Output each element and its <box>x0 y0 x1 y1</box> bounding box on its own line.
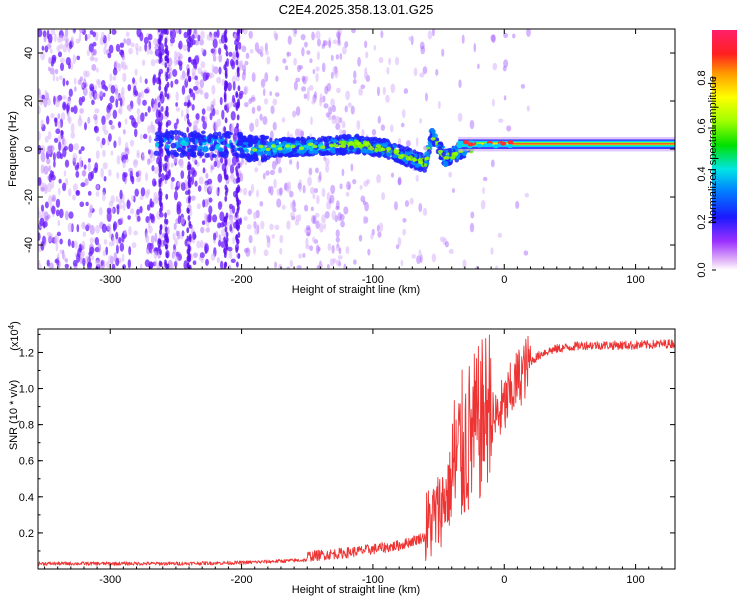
snr-frame <box>37 328 676 570</box>
y-tick-label: 0.6 <box>19 456 34 468</box>
snr-panel: -300 -200 -100 0 100 0.2 0.4 0.6 0.8 1.0 1.2 Heig… <box>7 321 676 596</box>
colorbar-tick-label: 0.6 <box>696 118 708 133</box>
snr-background <box>38 329 675 569</box>
y-tick-label: 20 <box>23 95 35 107</box>
colorbar-label: Normalized spectral amplitude <box>707 76 719 224</box>
colorbar-tick-label: 0.2 <box>696 214 708 229</box>
snr-y-scale-suffix: ) <box>9 321 21 325</box>
spectrogram-y-axis: -40 -20 0 20 40 <box>23 47 675 253</box>
y-tick-label: 1.0 <box>19 384 34 396</box>
y-tick-label: 1.2 <box>19 347 34 359</box>
colorbar-tick-label: 0.0 <box>696 262 708 277</box>
x-tick-label: 0 <box>501 274 507 286</box>
x-tick-label: -200 <box>231 274 253 286</box>
colorbar-gradient <box>712 30 737 270</box>
y-tick-label: -20 <box>23 189 35 205</box>
spectrogram-x-axis: -300 -200 -100 0 100 <box>44 29 676 286</box>
y-tick-label: 0.2 <box>19 528 34 540</box>
snr-y-scale-base: (x10 <box>9 329 21 350</box>
y-tick-label: 0 <box>23 146 35 152</box>
x-tick-label: 0 <box>501 574 507 586</box>
y-tick-label: 40 <box>23 47 35 59</box>
colorbar-ticks: 0.0 0.2 0.4 0.6 0.8 <box>696 70 716 278</box>
chart-title: C2E4.2025.358.13.01.G25 <box>279 2 434 17</box>
snr-y-label: SNR (10 * v/v) <box>8 380 20 450</box>
spectrogram-heatmap <box>38 29 675 269</box>
x-tick-label: 100 <box>626 574 644 586</box>
snr-series-line <box>38 334 675 566</box>
colorbar: 0.0 0.2 0.4 0.6 0.8 Normalized spectral ampl… <box>696 30 737 278</box>
x-tick-label: -300 <box>99 274 121 286</box>
snr-x-label: Height of straight line (km) <box>292 584 420 596</box>
snr-y-scale: (x104) <box>7 321 21 351</box>
x-tick-label: -100 <box>362 574 384 586</box>
y-tick-label: 0.4 <box>19 492 34 504</box>
y-tick-label: 0.8 <box>19 420 34 432</box>
snr-x-axis: -300 -200 -100 0 100 <box>44 329 676 586</box>
x-tick-label: -300 <box>99 574 121 586</box>
x-tick-label: -100 <box>362 274 384 286</box>
y-tick-label: -40 <box>23 237 35 253</box>
x-tick-label: 100 <box>626 274 644 286</box>
spectrogram-x-label: Height of straight line (km) <box>292 284 420 296</box>
colorbar-tick-label: 0.4 <box>696 166 708 181</box>
x-tick-label: -200 <box>231 574 253 586</box>
snr-y-axis: 0.2 0.4 0.6 0.8 1.0 1.2 <box>19 333 675 552</box>
colorbar-tick-label: 0.8 <box>696 70 708 85</box>
spectrogram-y-label: Frequency (Hz) <box>7 111 19 187</box>
snr-y-scale-exponent: 4 <box>7 324 16 329</box>
